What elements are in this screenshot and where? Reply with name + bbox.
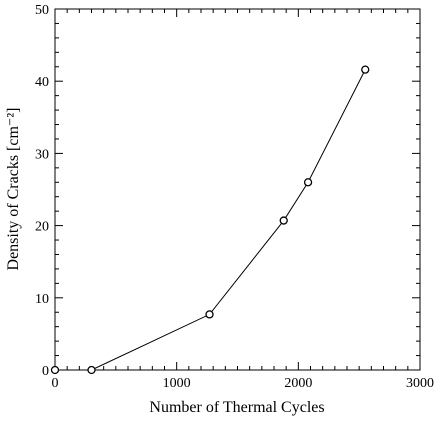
data-point-marker — [87, 365, 96, 375]
ticks-layer — [54, 8, 421, 371]
y-axis-label: Density of Cracks [cm⁻²] — [5, 108, 22, 271]
x-tick-label: 3000 — [406, 376, 434, 391]
x-tick-label: 2000 — [284, 376, 312, 391]
data-point-marker — [50, 365, 60, 375]
y-tick-label: 40 — [35, 75, 49, 90]
data-point-marker — [279, 216, 288, 225]
y-tick-label: 0 — [42, 364, 49, 379]
data-point-marker — [361, 65, 370, 74]
x-tick-label: 1000 — [163, 376, 191, 391]
y-tick-label: 10 — [35, 292, 49, 307]
y-tick-label: 20 — [35, 220, 49, 235]
data-point-marker — [205, 310, 214, 319]
x-tick-label: 0 — [52, 376, 59, 391]
series-layer — [50, 65, 370, 375]
x-axis-label: Number of Thermal Cycles — [149, 399, 324, 416]
y-tick-label: 30 — [35, 147, 49, 162]
data-point-marker — [303, 178, 313, 187]
y-tick-label: 50 — [35, 3, 49, 18]
plot-frame — [54, 8, 421, 371]
series-line — [55, 69, 366, 371]
tick-labels-layer: 0 1000 2000 3000 0 10 20 30 40 50 — [35, 3, 434, 391]
